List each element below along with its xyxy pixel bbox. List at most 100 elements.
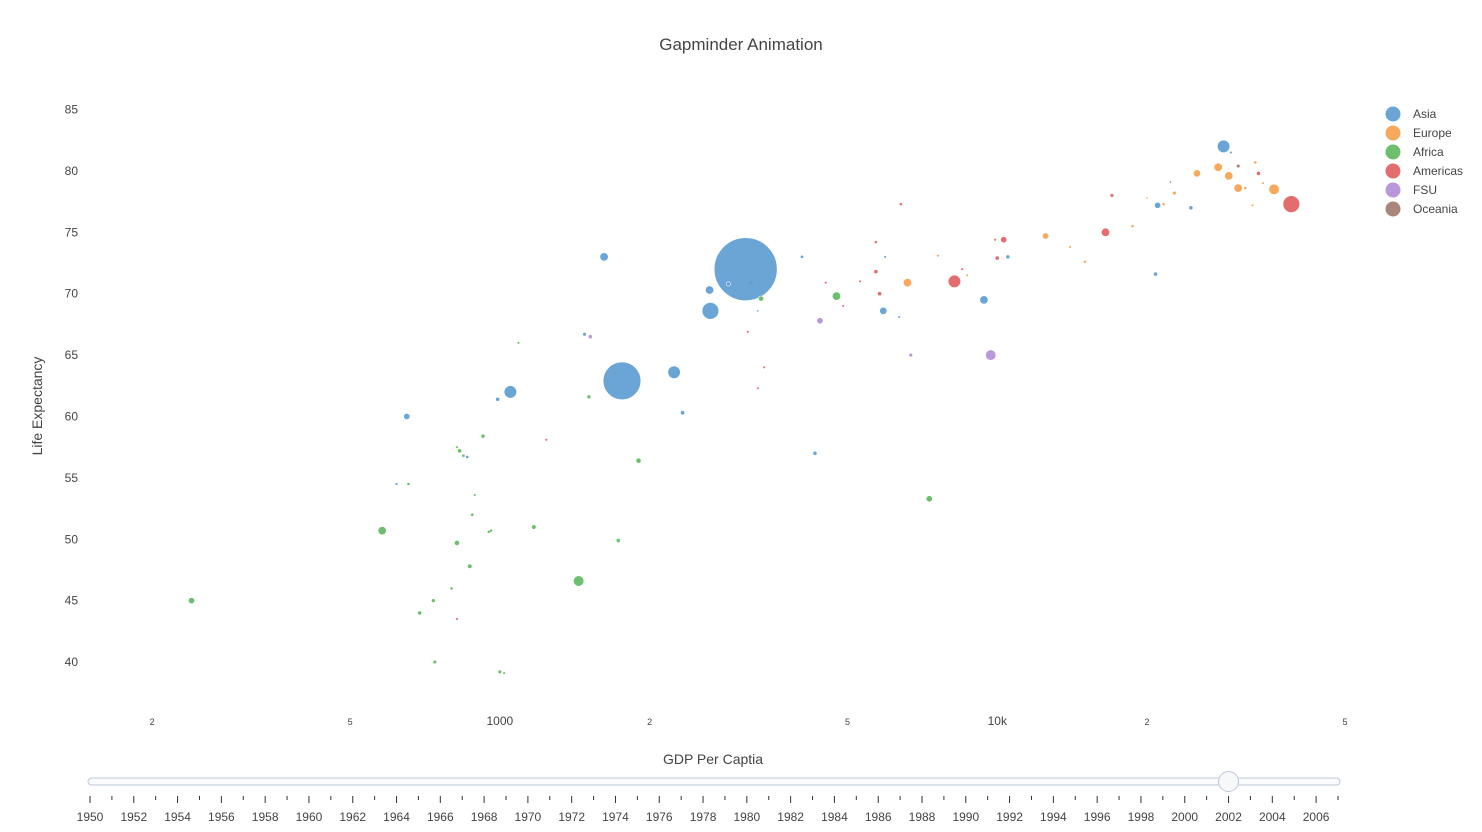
slider-year-label[interactable]: 2002 bbox=[1215, 810, 1242, 824]
data-point-asia bbox=[701, 302, 720, 320]
slider-year-label[interactable]: 1952 bbox=[120, 810, 147, 824]
slider-year-label[interactable]: 1986 bbox=[865, 810, 892, 824]
data-point-americas bbox=[763, 366, 766, 369]
slider-year-label[interactable]: 1976 bbox=[646, 810, 673, 824]
legend-item-africa[interactable]: Africa bbox=[1385, 144, 1445, 160]
legend-marker bbox=[1385, 125, 1401, 141]
data-point-asia bbox=[599, 252, 609, 262]
slider-year-label[interactable]: 1996 bbox=[1084, 810, 1111, 824]
y-axis-label: Life Expectancy bbox=[29, 357, 45, 456]
data-point-asia bbox=[1005, 254, 1011, 260]
x-tick-label: 2 bbox=[150, 717, 155, 727]
x-tick-label: 5 bbox=[845, 717, 850, 727]
slider-handle[interactable] bbox=[1218, 771, 1240, 792]
data-point-asia bbox=[395, 482, 398, 486]
slider-year-label[interactable]: 1984 bbox=[821, 810, 848, 824]
data-point-africa bbox=[433, 660, 437, 664]
slider-year-label[interactable]: 1968 bbox=[471, 810, 498, 824]
data-point-africa bbox=[407, 482, 410, 486]
slider-year-label[interactable]: 1966 bbox=[427, 810, 454, 824]
slider-year-label[interactable]: 1978 bbox=[690, 810, 717, 824]
y-tick-label: 50 bbox=[65, 532, 79, 546]
slider-year-label[interactable]: 1992 bbox=[996, 810, 1023, 824]
data-point-asia bbox=[800, 255, 804, 259]
data-point-africa bbox=[480, 433, 486, 439]
slider-year-label[interactable]: 1954 bbox=[164, 810, 191, 824]
data-point-asia bbox=[705, 285, 715, 295]
data-point-asia bbox=[602, 361, 642, 401]
data-point-asia bbox=[1153, 271, 1158, 277]
data-point-oceania bbox=[1236, 164, 1240, 168]
data-point-africa bbox=[455, 446, 459, 449]
slider-year-label[interactable]: 1990 bbox=[952, 810, 979, 824]
slider-year-label[interactable]: 1964 bbox=[383, 810, 410, 824]
data-point-africa bbox=[831, 291, 841, 301]
slider-year-label[interactable]: 2006 bbox=[1303, 810, 1330, 824]
legend-label: Oceania bbox=[1413, 202, 1458, 216]
data-point-africa bbox=[573, 575, 585, 587]
data-point-africa bbox=[473, 494, 476, 497]
data-point-asia bbox=[979, 295, 989, 305]
data-point-americas bbox=[961, 268, 964, 271]
data-point-africa bbox=[454, 540, 460, 546]
data-point-europe bbox=[1068, 246, 1072, 249]
data-point-fsu bbox=[909, 353, 913, 357]
slider-year-label[interactable]: 1956 bbox=[208, 810, 235, 824]
slider-year-label[interactable]: 2004 bbox=[1259, 810, 1286, 824]
legend-label: Americas bbox=[1413, 164, 1463, 178]
scatter-points bbox=[188, 139, 1301, 675]
data-point-asia bbox=[812, 450, 818, 456]
data-point-africa bbox=[489, 529, 493, 532]
data-point-oceania bbox=[1169, 181, 1172, 183]
data-point-asia bbox=[1229, 151, 1233, 154]
slider-year-label[interactable]: 2000 bbox=[1171, 810, 1198, 824]
slider-year-label[interactable]: 1958 bbox=[252, 810, 279, 824]
data-point-americas bbox=[1110, 193, 1114, 198]
legend-item-europe[interactable]: Europe bbox=[1385, 125, 1453, 141]
y-axis: 40 45 50 55 60 65 70 75 80 85 bbox=[65, 103, 79, 669]
data-point-europe bbox=[1233, 183, 1243, 193]
x-axis-label: GDP Per Captia bbox=[663, 751, 763, 767]
legend-item-fsu[interactable]: FSU bbox=[1385, 182, 1438, 198]
legend-item-americas[interactable]: Americas bbox=[1385, 163, 1464, 179]
slider-year-label[interactable]: 1974 bbox=[602, 810, 629, 824]
slider-year-label[interactable]: 1960 bbox=[296, 810, 323, 824]
data-point-africa bbox=[462, 454, 465, 458]
data-point-africa bbox=[431, 598, 436, 603]
slider-year-label[interactable]: 1988 bbox=[909, 810, 936, 824]
slider-year-label[interactable]: 1962 bbox=[339, 810, 366, 824]
slider-year-label[interactable]: 1950 bbox=[77, 810, 104, 824]
legend-label: Africa bbox=[1413, 145, 1444, 159]
legend: Asia Europe Africa Americas FSU Oceania bbox=[1385, 106, 1464, 217]
slider-year-label[interactable]: 1972 bbox=[558, 810, 585, 824]
data-point-americas bbox=[874, 240, 878, 244]
data-point-americas bbox=[545, 438, 548, 441]
data-point-africa bbox=[925, 495, 933, 503]
legend-item-oceania[interactable]: Oceania bbox=[1385, 201, 1459, 217]
slider-year-label[interactable]: 1994 bbox=[1040, 810, 1067, 824]
data-point-americas bbox=[899, 202, 903, 206]
slider-year-label[interactable]: 1998 bbox=[1128, 810, 1155, 824]
data-point-asia bbox=[503, 385, 517, 399]
slider-track[interactable] bbox=[87, 777, 1341, 786]
y-tick-label: 55 bbox=[65, 471, 79, 485]
data-point-asia bbox=[879, 306, 888, 315]
data-point-europe bbox=[1131, 224, 1134, 228]
slider-year-label[interactable]: 1982 bbox=[777, 810, 804, 824]
data-point-asia bbox=[465, 455, 469, 459]
data-point-americas bbox=[994, 255, 1000, 261]
data-point-africa bbox=[503, 672, 506, 675]
year-slider[interactable]: 1950 1952 1954 1956 1958 1960 1962 1964 1966 1968… bbox=[77, 771, 1341, 825]
legend-marker bbox=[1385, 106, 1401, 122]
data-point-europe bbox=[1192, 169, 1201, 178]
data-point-asia bbox=[582, 332, 587, 336]
data-point-europe bbox=[1261, 182, 1264, 185]
data-point-asia bbox=[884, 255, 887, 258]
slider-year-label[interactable]: 1980 bbox=[733, 810, 760, 824]
y-tick-label: 80 bbox=[65, 164, 79, 178]
legend-item-asia[interactable]: Asia bbox=[1385, 106, 1437, 122]
slider-year-label[interactable]: 1970 bbox=[515, 810, 542, 824]
data-point-africa bbox=[188, 597, 195, 605]
data-point-americas bbox=[994, 238, 997, 241]
